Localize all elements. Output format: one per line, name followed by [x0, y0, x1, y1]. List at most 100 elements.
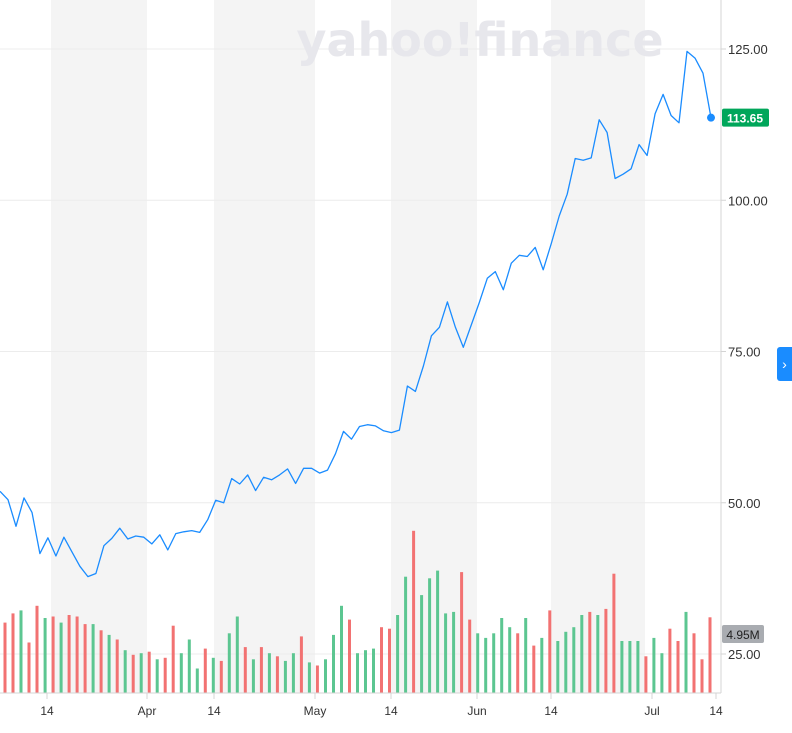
volume-bar — [588, 611, 592, 693]
volume-bar — [364, 650, 367, 693]
volume-bar — [492, 633, 496, 693]
volume-bar — [564, 631, 568, 693]
volume-bar — [372, 648, 375, 693]
volume-bar — [283, 660, 287, 693]
volume-bar — [420, 595, 424, 693]
volume-badge: 4.95M — [722, 625, 764, 643]
y-tick-label-4: 25.00 — [728, 647, 761, 662]
x-tick-label-1: Apr — [138, 704, 157, 718]
volume-bar — [636, 641, 640, 693]
volume-bar — [219, 660, 223, 693]
gridlines — [0, 48, 721, 655]
volume-bar — [524, 618, 528, 693]
volume-bar — [508, 627, 512, 693]
volume-badge-label: 4.95M — [726, 628, 759, 642]
x-tick-label-8: 14 — [709, 704, 723, 718]
volume-bar — [620, 641, 624, 693]
volume-bar — [412, 530, 416, 693]
volume-bar — [147, 651, 151, 693]
volume-bar — [91, 624, 95, 693]
x-axis-ticks: 14 Apr 14 May 14 Jun 14 Jul 14 — [40, 693, 723, 718]
shaded-band-0 — [51, 0, 147, 693]
volume-bar — [107, 634, 111, 693]
y-tick-label-1: 100.00 — [728, 193, 768, 208]
volume-bar — [460, 572, 464, 693]
volume-bar — [380, 627, 383, 693]
volume-bar — [684, 611, 688, 693]
x-tick-label-5: Jun — [467, 704, 486, 718]
volume-bar — [604, 608, 608, 694]
yahoo-finance-watermark: yahoo!finance — [296, 13, 663, 67]
volume-bar — [139, 653, 143, 693]
volume-bar — [612, 573, 616, 693]
volume-bar — [267, 653, 271, 693]
volume-bar — [500, 618, 504, 693]
last-price-dot — [707, 113, 715, 122]
volume-bar — [652, 637, 656, 693]
current-price-label: 113.65 — [727, 112, 763, 126]
shaded-period-bands — [51, 0, 645, 693]
volume-bar — [11, 613, 15, 693]
volume-bar — [476, 633, 480, 693]
volume-bar — [340, 605, 343, 693]
volume-bar — [540, 637, 544, 693]
shaded-band-1 — [214, 0, 315, 693]
volume-bar — [43, 618, 47, 693]
y-axis-ticks: 125.00 100.00 75.00 50.00 25.00 — [721, 42, 768, 662]
volume-bar — [67, 615, 71, 693]
volume-bar — [436, 570, 440, 693]
volume-bar — [59, 622, 63, 693]
volume-bar — [548, 610, 552, 693]
volume-bar — [3, 622, 7, 693]
x-tick-label-2: 14 — [207, 704, 221, 718]
volume-bar — [484, 637, 488, 693]
current-price-badge: 113.65 — [722, 108, 769, 127]
volume-bar — [27, 642, 31, 693]
volume-bar — [163, 657, 167, 693]
volume-bar — [388, 628, 391, 693]
volume-bar — [179, 653, 183, 693]
volume-bar — [700, 659, 704, 693]
volume-bar — [596, 615, 600, 693]
volume-bar — [556, 641, 560, 693]
volume-bar — [628, 641, 632, 693]
shaded-band-3 — [551, 0, 645, 693]
x-tick-label-4: 14 — [384, 704, 398, 718]
volume-bar — [452, 611, 456, 693]
volume-bar — [404, 576, 408, 693]
volume-bar — [99, 630, 103, 693]
volume-bar — [676, 641, 680, 693]
volume-bar — [444, 613, 448, 693]
x-tick-label-0: 14 — [40, 704, 54, 718]
volume-bar — [251, 659, 255, 693]
volume-bar — [580, 615, 584, 693]
volume-bars — [3, 530, 712, 694]
volume-bar — [75, 616, 79, 693]
volume-bar — [35, 605, 39, 693]
volume-bar — [532, 645, 536, 693]
price-line — [0, 50, 712, 578]
volume-bar — [307, 662, 311, 693]
y-tick-label-3: 50.00 — [728, 496, 761, 511]
expand-panel-button[interactable]: › — [777, 347, 792, 381]
volume-bar — [468, 619, 472, 693]
volume-bar — [171, 625, 175, 693]
y-tick-label-2: 75.00 — [728, 345, 761, 360]
volume-bar — [668, 628, 672, 693]
volume-bar — [131, 654, 135, 694]
x-tick-label-3: May — [304, 704, 327, 718]
volume-bar — [332, 634, 335, 693]
volume-bar — [299, 636, 303, 693]
volume-bar — [187, 639, 191, 694]
volume-bar — [291, 653, 295, 693]
volume-bar — [155, 659, 159, 693]
volume-bar — [19, 610, 23, 693]
volume-bar — [235, 616, 239, 693]
volume-bar — [203, 648, 207, 693]
volume-bar — [275, 656, 279, 693]
volume-bar — [708, 617, 712, 693]
volume-bar — [660, 653, 664, 693]
volume-bar — [348, 619, 351, 693]
volume-bar — [644, 656, 648, 693]
